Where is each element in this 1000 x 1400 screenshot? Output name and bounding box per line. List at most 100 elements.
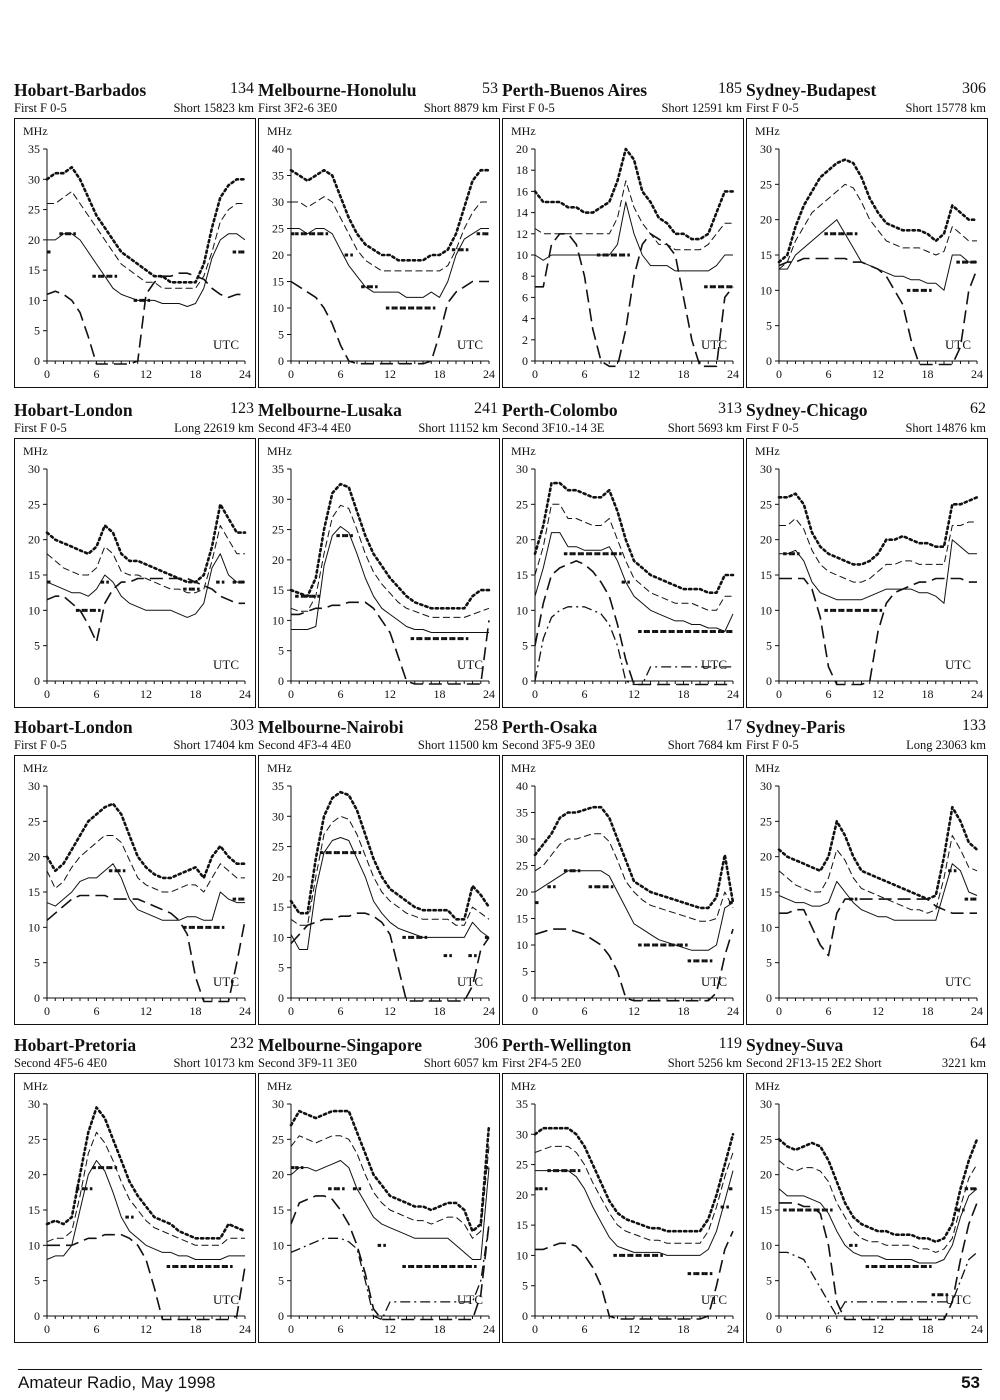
series-median: [46, 1160, 245, 1260]
chart-plot: MHz 0 5 10 15 20 25 30 0 6 12 18 24 UTC: [755, 124, 983, 381]
x-tick-label: 12: [628, 1004, 640, 1018]
x-tick-label: 6: [582, 687, 588, 701]
y-tick-label: 20: [760, 850, 772, 864]
series-median: [46, 863, 245, 921]
y-tick-label: 0: [522, 991, 528, 1005]
y-tick-label: 10: [516, 1248, 528, 1262]
chart-path: Short 6057 km: [423, 1056, 498, 1070]
series-median: [290, 1160, 490, 1260]
series-upper: [289, 482, 491, 610]
y-tick-label: 10: [516, 603, 528, 617]
chart-frame: MHz 0 5 10 15 20 25 30 0 6 12 18 24 UTC: [258, 1073, 500, 1343]
x-tick-label: 0: [532, 687, 538, 701]
chart-azimuth: 241: [474, 400, 498, 417]
y-axis-unit: MHz: [511, 1079, 536, 1093]
series-lower: [290, 280, 489, 365]
y-tick-label: 30: [760, 462, 772, 476]
chart-path: Short 14876 km: [905, 421, 986, 435]
chart-header: Melbourne-Nairobi 258: [258, 717, 498, 739]
x-tick-label: 0: [288, 1004, 294, 1018]
y-tick-label: 30: [28, 779, 40, 793]
x-tick-label: 18: [922, 367, 934, 381]
y-tick-label: 20: [516, 885, 528, 899]
series-upper-mid: [534, 1145, 734, 1244]
y-tick-label: 10: [28, 293, 40, 307]
chart-title: Melbourne-Lusaka: [258, 400, 402, 420]
chart-frame: MHz 0 5 10 15 20 25 30 35 40 0 6 12 18 24 UTC: [502, 755, 744, 1025]
y-tick-label: 35: [272, 169, 284, 183]
chart-frame: MHz 0 5 10 15 20 25 30 35 0 6 12 18 24 UTC: [502, 1073, 744, 1343]
y-tick-label: 5: [34, 324, 40, 338]
chart-subheader: Second 3F5-9 3E0 Short 7684 km: [502, 738, 742, 754]
y-tick-label: 10: [760, 603, 772, 617]
chart-title: Sydney-Paris: [746, 717, 846, 737]
y-tick-label: 5: [766, 319, 772, 333]
x-tick-label: 0: [288, 1322, 294, 1336]
y-tick-label: 10: [28, 603, 40, 617]
y-tick-label: 0: [34, 354, 40, 368]
series-median: [534, 532, 734, 632]
x-tick-label: 18: [434, 687, 446, 701]
chart-mode: First F 0-5: [14, 738, 67, 752]
x-tick-label: 6: [582, 1322, 588, 1336]
chart-mode: First 2F4-5 2E0: [502, 1056, 582, 1070]
y-tick-label: 5: [34, 956, 40, 970]
x-tick-label: 12: [628, 1322, 640, 1336]
y-tick-label: 10: [760, 920, 772, 934]
y-tick-label: 15: [760, 248, 772, 262]
x-tick-label: 12: [872, 687, 884, 701]
series-lower2: [290, 1224, 490, 1321]
x-tick-label: 12: [140, 1004, 152, 1018]
y-tick-label: 25: [28, 497, 40, 511]
chart-header: Hobart-London 303: [14, 717, 254, 739]
chart-path: Long 23063 km: [906, 738, 986, 752]
chart-frame: MHz 0 5 10 15 20 25 30 0 6 12 18 24 UTC: [746, 118, 988, 388]
chart-mode: First F 0-5: [502, 101, 555, 115]
y-tick-label: 25: [760, 177, 772, 191]
x-tick-label: 12: [384, 367, 396, 381]
y-tick-label: 30: [272, 492, 284, 506]
y-tick-label: 10: [272, 613, 284, 627]
x-tick-label: 18: [922, 1004, 934, 1018]
chart-path: Short 11500 km: [417, 738, 498, 752]
x-tick-label: 24: [239, 1322, 251, 1336]
y-tick-label: 15: [516, 568, 528, 582]
series-lower: [778, 257, 978, 366]
y-tick-label: 20: [760, 1168, 772, 1182]
x-tick-label: 6: [338, 687, 344, 701]
x-tick-label: 0: [532, 1004, 538, 1018]
x-tick-label: 24: [971, 367, 983, 381]
axes: [290, 786, 489, 999]
y-tick-label: 5: [278, 328, 284, 342]
chart-header: Sydney-Chicago 62: [746, 400, 986, 422]
y-tick-label: 25: [760, 497, 772, 511]
chart-subheader: Second 4F5-6 4E0 Short 10173 km: [14, 1056, 254, 1072]
series-median: [534, 870, 734, 951]
y-tick-label: 25: [760, 814, 772, 828]
x-tick-label: 24: [971, 1004, 983, 1018]
x-tick-label: 24: [727, 687, 739, 701]
x-tick-label: 12: [140, 367, 152, 381]
x-tick-label: 18: [678, 1322, 690, 1336]
chart-frame: MHz 0 2 4 6 8 10 12 14 16 18 20 0 6 12 18 24 UTC: [502, 118, 744, 388]
axes: [290, 469, 489, 682]
series-lower: [779, 898, 977, 957]
x-tick-label: 18: [190, 1322, 202, 1336]
y-tick-label: 10: [272, 930, 284, 944]
y-tick-label: 5: [34, 639, 40, 653]
chart-frame: MHz 0 5 10 15 20 25 30 0 6 12 18 24 UTC: [14, 1073, 256, 1343]
x-tick-label: 0: [776, 1004, 782, 1018]
y-axis-unit: MHz: [267, 124, 292, 138]
utc-label: UTC: [457, 337, 483, 352]
y-tick-label: 0: [766, 354, 772, 368]
chart-azimuth: 185: [718, 80, 742, 97]
y-tick-label: 35: [272, 462, 284, 476]
y-tick-label: 30: [272, 195, 284, 209]
y-tick-label: 10: [760, 283, 772, 297]
y-tick-label: 30: [516, 462, 528, 476]
chart-title: Melbourne-Singapore: [258, 1035, 422, 1055]
y-tick-label: 5: [766, 956, 772, 970]
chart-azimuth: 62: [970, 400, 986, 417]
chart-plot: MHz 0 5 10 15 20 25 30 0 6 12 18 24 UTC: [23, 444, 251, 701]
series-upper: [533, 481, 735, 594]
